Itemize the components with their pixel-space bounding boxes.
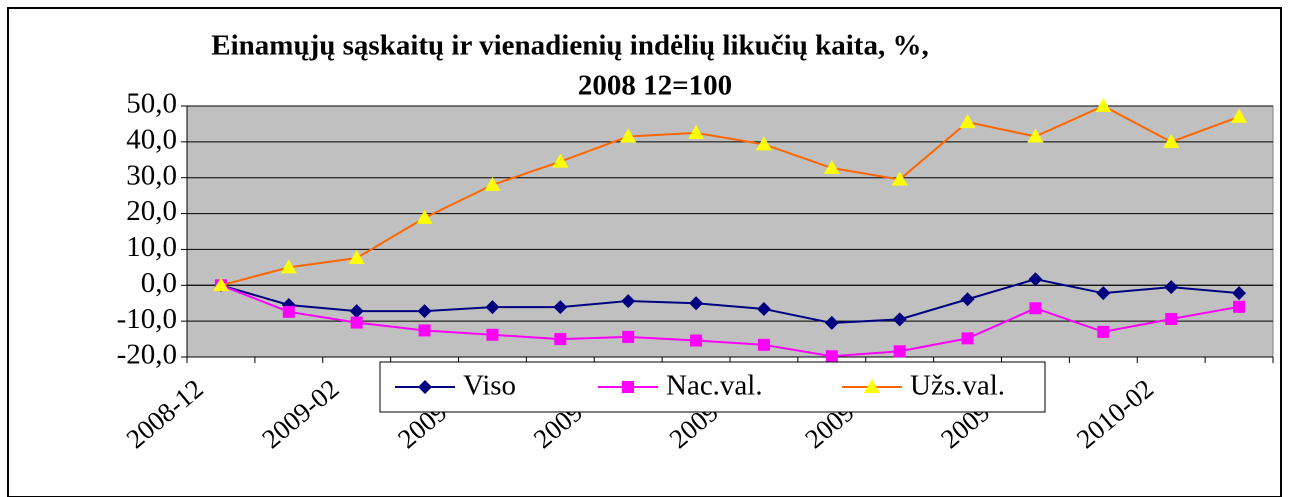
marker — [622, 330, 635, 343]
marker — [1163, 133, 1180, 148]
series-line — [220, 284, 1240, 358]
series-line — [220, 104, 1240, 287]
plot-area — [186, 105, 1274, 358]
marker — [417, 304, 432, 319]
y-tick-label: -10,0 — [117, 303, 177, 335]
marker — [959, 114, 976, 129]
y-tick-label: 30,0 — [126, 159, 177, 191]
chart-title: Einamųjų sąskaitų ir vienadienių indėlių… — [211, 30, 928, 62]
marker — [349, 304, 364, 319]
marker — [1029, 302, 1042, 315]
marker — [416, 209, 433, 224]
marker — [622, 381, 634, 393]
marker — [486, 328, 499, 341]
y-tick-label: 0,0 — [141, 267, 177, 299]
marker — [1165, 312, 1178, 325]
marker — [620, 128, 637, 143]
marker — [961, 332, 974, 345]
series-line — [220, 278, 1240, 324]
marker — [350, 316, 363, 329]
marker — [825, 350, 838, 363]
marker — [1096, 286, 1111, 301]
y-tick-label: 50,0 — [126, 88, 177, 120]
marker — [282, 305, 295, 318]
marker — [1028, 272, 1043, 287]
marker — [348, 250, 365, 265]
marker — [755, 136, 772, 151]
marker — [1232, 286, 1247, 301]
chart-subtitle: 2008 12=100 — [578, 70, 732, 102]
legend-label: Viso — [463, 370, 516, 402]
marker — [1164, 280, 1179, 295]
marker — [823, 160, 840, 175]
legend — [379, 361, 1046, 413]
marker — [891, 171, 908, 186]
marker — [960, 292, 975, 307]
marker — [484, 176, 501, 191]
legend-label: Užs.val. — [910, 370, 1005, 402]
y-tick-label: -20,0 — [117, 339, 177, 371]
marker — [757, 338, 770, 351]
marker — [621, 294, 636, 309]
marker — [1097, 325, 1110, 338]
marker — [280, 259, 297, 274]
marker — [690, 334, 703, 347]
marker — [824, 315, 839, 330]
marker — [689, 296, 704, 311]
marker — [554, 333, 567, 346]
marker — [418, 380, 432, 394]
marker — [893, 345, 906, 358]
marker — [864, 379, 880, 393]
marker — [688, 124, 705, 139]
marker — [1231, 108, 1248, 123]
marker — [485, 300, 500, 315]
y-tick-label: 10,0 — [126, 231, 177, 263]
marker — [418, 324, 431, 337]
marker — [892, 312, 907, 327]
marker — [1095, 98, 1112, 112]
marker — [212, 277, 229, 292]
legend-label: Nac.val. — [666, 370, 763, 402]
marker — [1027, 128, 1044, 143]
marker — [552, 153, 569, 168]
marker — [553, 300, 568, 315]
marker — [756, 301, 771, 316]
y-tick-label: 40,0 — [126, 124, 177, 156]
marker — [1233, 300, 1246, 313]
y-tick-label: 20,0 — [126, 195, 177, 227]
